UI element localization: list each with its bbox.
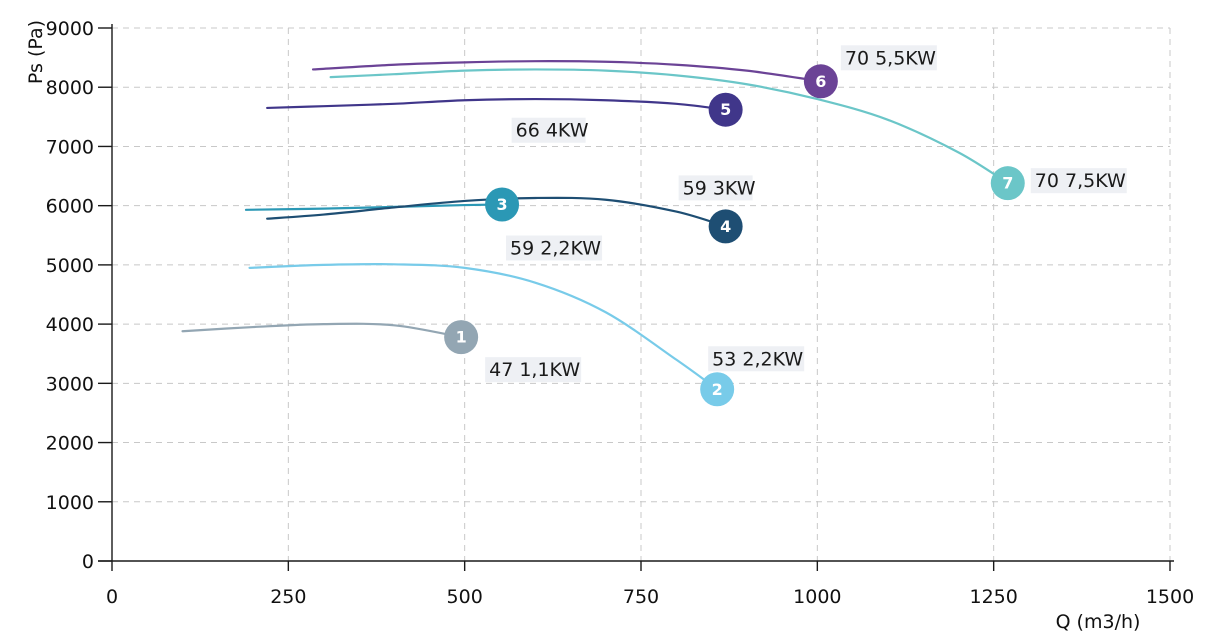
series-label-4: 59 3KW — [683, 177, 756, 199]
x-tick-label-1500: 1500 — [1146, 586, 1194, 608]
series-curve-7 — [329, 68, 1009, 185]
y-tick-label-0: 0 — [82, 551, 94, 573]
series-label-bg-5 — [511, 117, 586, 143]
series-label-bg-7 — [1030, 168, 1127, 194]
y-tick-label-3000: 3000 — [46, 373, 94, 395]
x-axis-title: Q (m3/h) — [1056, 611, 1141, 633]
series-curve-6 — [311, 60, 822, 83]
series-label-5: 66 4KW — [516, 120, 589, 142]
x-tick-label-1250: 1250 — [969, 586, 1017, 608]
series-label-bg-6 — [840, 45, 937, 71]
series-marker-7 — [990, 166, 1025, 201]
x-tick-label-750: 750 — [623, 586, 659, 608]
series-marker-6 — [803, 64, 838, 99]
series-label-2: 53 2,2KW — [712, 348, 803, 370]
x-tick-label-1000: 1000 — [793, 586, 841, 608]
series-marker-number-1: 1 — [456, 328, 467, 347]
series-marker-4 — [708, 209, 743, 244]
series-curve-1 — [181, 322, 463, 339]
series-marker-2 — [700, 372, 735, 407]
series-marker-number-6: 6 — [815, 72, 826, 91]
series-label-7: 70 7,5KW — [1035, 170, 1126, 192]
series-marker-number-7: 7 — [1002, 174, 1013, 193]
series-curve-5 — [266, 97, 727, 111]
y-tick-label-1000: 1000 — [46, 492, 94, 514]
series-label-bg-3 — [506, 235, 603, 261]
series-curve-2 — [248, 262, 719, 391]
series-label-bg-1 — [485, 357, 582, 383]
y-tick-label-5000: 5000 — [46, 255, 94, 277]
series-marker-3 — [485, 187, 520, 222]
series-label-6: 70 5,5KW — [845, 47, 936, 69]
y-tick-label-6000: 6000 — [46, 196, 94, 218]
series-marker-number-4: 4 — [720, 217, 731, 236]
series-marker-number-3: 3 — [496, 195, 507, 214]
grid-layer — [112, 27, 1171, 561]
series-label-3: 59 2,2KW — [510, 237, 601, 259]
series-marker-number-2: 2 — [712, 380, 723, 399]
markers-layer: 1 2 3 4 5 6 7 — [444, 64, 1025, 407]
series-marker-1 — [444, 320, 479, 355]
series-layer — [181, 60, 1009, 391]
series-label-1: 47 1,1KW — [489, 359, 580, 381]
y-tick-label-2000: 2000 — [46, 433, 94, 455]
x-tick-label-500: 500 — [447, 586, 483, 608]
y-tick-label-8000: 8000 — [46, 77, 94, 99]
x-tick-label-250: 250 — [270, 586, 306, 608]
series-label-bg-2 — [708, 346, 805, 372]
series-label-bg-4 — [678, 175, 753, 201]
y-tick-label-9000: 9000 — [46, 18, 94, 40]
series-marker-number-5: 5 — [720, 100, 731, 119]
x-tick-label-0: 0 — [106, 586, 118, 608]
y-axis-title: Ps (Pa) — [25, 20, 47, 84]
labels-layer: 47 1,1KW 53 2,2KW 59 2,2KW 59 3KW 66 4KW 70 5… — [485, 45, 1127, 383]
y-tick-label-4000: 4000 — [46, 314, 94, 336]
series-marker-5 — [708, 92, 743, 127]
y-tick-label-7000: 7000 — [46, 136, 94, 158]
